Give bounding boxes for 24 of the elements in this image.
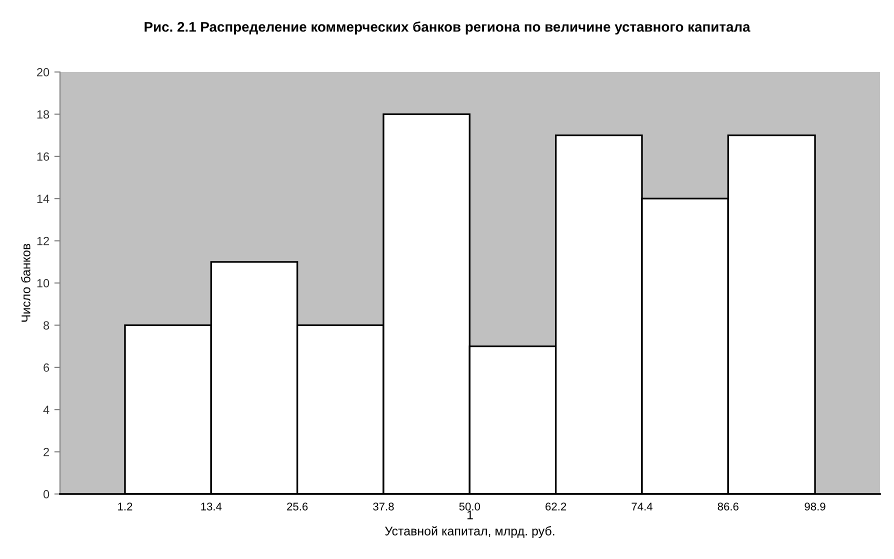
chart-title: Рис. 2.1 Распределение коммерческих банков региона по величине уставного капитала [144,21,750,35]
y-tick-label: 12 [37,236,49,246]
x-axis-title: Уставной капитал, млрд. руб. [384,526,554,538]
y-tick-label: 16 [37,152,50,161]
x-tick-label: 50.0 [459,502,480,510]
x-tick-label: 62.2 [546,502,566,510]
y-tick-label: 8 [44,321,50,330]
y-tick-label: 2 [44,448,49,456]
y-tick-label: 4 [43,406,50,414]
y-tick-label: 14 [37,194,50,203]
x-tick-label: 37.8 [373,502,394,510]
y-tick-label: 6 [44,363,50,372]
text: 1 [467,510,473,520]
y-axis-title: Число банков [21,244,30,322]
x-tick-label: 86.6 [718,502,738,510]
y-tick-label: 10 [37,279,50,288]
x-tick-label: 98.9 [804,502,826,510]
x-tick-label: 1.2 [118,502,132,510]
x-tick-label: 25.6 [287,502,308,510]
y-tick-label: 0 [43,490,50,498]
x-tick-label: 13.4 [201,502,222,510]
x-tick-label: 74.4 [632,502,652,510]
y-tick-label: 18 [37,110,50,119]
y-tick-label: 20 [37,68,50,76]
